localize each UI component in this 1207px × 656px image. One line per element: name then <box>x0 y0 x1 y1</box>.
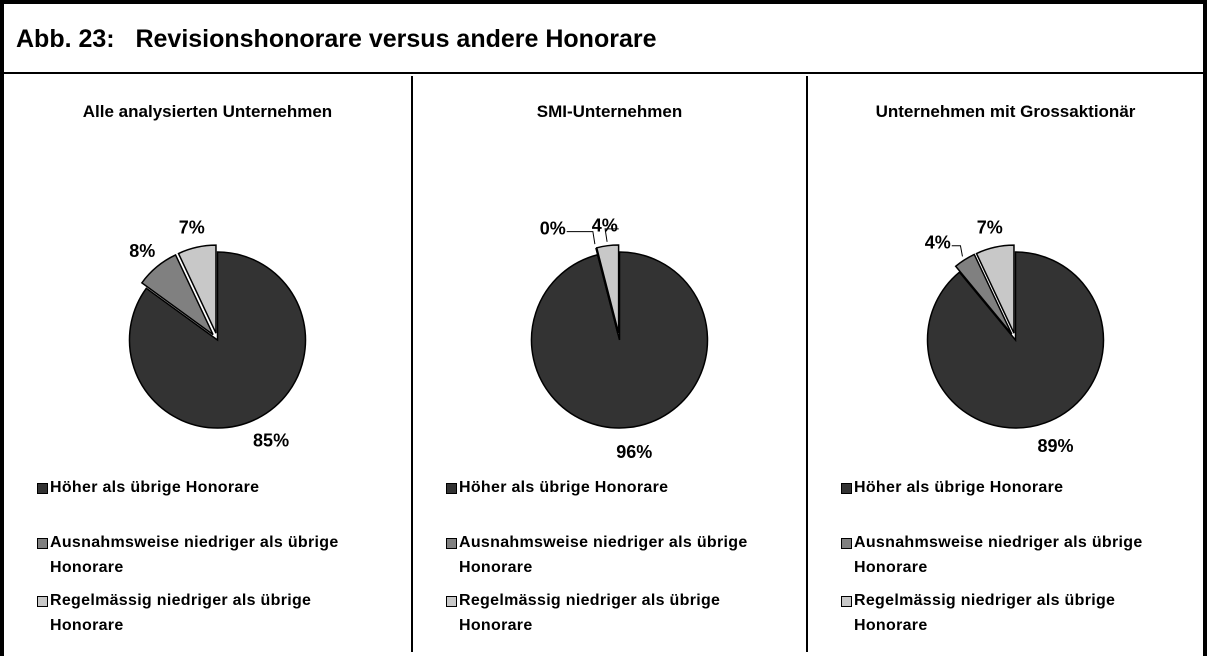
legend-item: Regelmässig niedriger als übrige Honorar… <box>841 588 1171 638</box>
pie-slice <box>595 244 620 334</box>
legend-label: Höher als übrige Honorare <box>50 479 260 496</box>
legend-swatch <box>37 596 48 607</box>
leader-line <box>951 245 963 257</box>
pie-chart: 85% 8% 7% <box>128 217 307 450</box>
data-label: 4% <box>592 216 618 236</box>
divider <box>411 76 413 652</box>
legend-item: Ausnahmsweise niedriger als übrige Honor… <box>841 530 1171 580</box>
pie-slice <box>926 251 1105 429</box>
pie-slice <box>530 251 709 429</box>
pie-slice <box>975 244 1015 334</box>
legend-item: Höher als übrige Honorare <box>841 475 1171 500</box>
divider <box>806 76 808 652</box>
panel-title: SMI-Unternehmen <box>536 102 683 121</box>
legend-swatch <box>446 596 457 607</box>
pie-slice <box>177 244 217 334</box>
data-label: 4% <box>925 232 951 252</box>
data-label: 7% <box>977 217 1003 237</box>
legend-item: Ausnahmsweise niedriger als übrige Honor… <box>446 530 776 580</box>
pie-slice <box>140 253 214 336</box>
legend-item: Regelmässig niedriger als übrige Honorar… <box>446 588 776 638</box>
data-label: 0% <box>540 218 566 238</box>
legend-label: Ausnahmsweise niedriger als übrige Honor… <box>854 534 1143 576</box>
data-label: 96% <box>616 442 652 462</box>
data-label: 7% <box>179 217 205 237</box>
data-label: 89% <box>1037 436 1073 456</box>
legend-label: Höher als übrige Honorare <box>459 479 669 496</box>
figure-title: Abb. 23: Revisionshonorare versus andere… <box>4 4 1203 74</box>
legend-label: Regelmässig niedriger als übrige Honorar… <box>854 592 1116 634</box>
leader-line <box>604 228 619 242</box>
legend-label: Ausnahmsweise niedriger als übrige Honor… <box>50 534 339 576</box>
panel-title: Alle analysierten Unternehmen <box>82 102 333 121</box>
data-label: 8% <box>129 241 155 261</box>
legend-swatch <box>37 483 48 494</box>
legend-swatch <box>841 596 852 607</box>
legend-label: Ausnahmsweise niedriger als übrige Honor… <box>459 534 748 576</box>
legend-label: Höher als übrige Honorare <box>854 479 1064 496</box>
legend-swatch <box>446 538 457 549</box>
legend-swatch <box>841 483 852 494</box>
chart-panel: Unternehmen mit Grossaktionär 89% 4% 7% Höhe… <box>808 78 1203 652</box>
legend-item: Regelmässig niedriger als übrige Honorar… <box>37 588 367 638</box>
chart-panel: Alle analysierten Unternehmen 85% 8% 7% Höhe… <box>4 78 411 652</box>
pie-slice <box>954 253 1013 335</box>
panel-title: Unternehmen mit Grossaktionär <box>875 102 1136 121</box>
legend-swatch <box>37 538 48 549</box>
leader-line <box>566 231 596 245</box>
pie-slice <box>128 251 307 429</box>
legend-item: Höher als übrige Honorare <box>37 475 367 500</box>
pie-chart: 89% 4% 7% <box>925 217 1105 456</box>
chart-panel: SMI-Unternehmen 96% 0% 4% Höher als übrige H… <box>413 78 806 652</box>
pie-chart: 96% 0% 4% <box>530 216 709 462</box>
legend-swatch <box>446 483 457 494</box>
legend-label: Regelmässig niedriger als übrige Honorar… <box>50 592 312 634</box>
legend-label: Regelmässig niedriger als übrige Honorar… <box>459 592 721 634</box>
data-label: 85% <box>253 430 289 450</box>
legend-item: Höher als übrige Honorare <box>446 475 776 500</box>
pie-slice <box>595 247 619 334</box>
legend-swatch <box>841 538 852 549</box>
legend-item: Ausnahmsweise niedriger als übrige Honor… <box>37 530 367 580</box>
